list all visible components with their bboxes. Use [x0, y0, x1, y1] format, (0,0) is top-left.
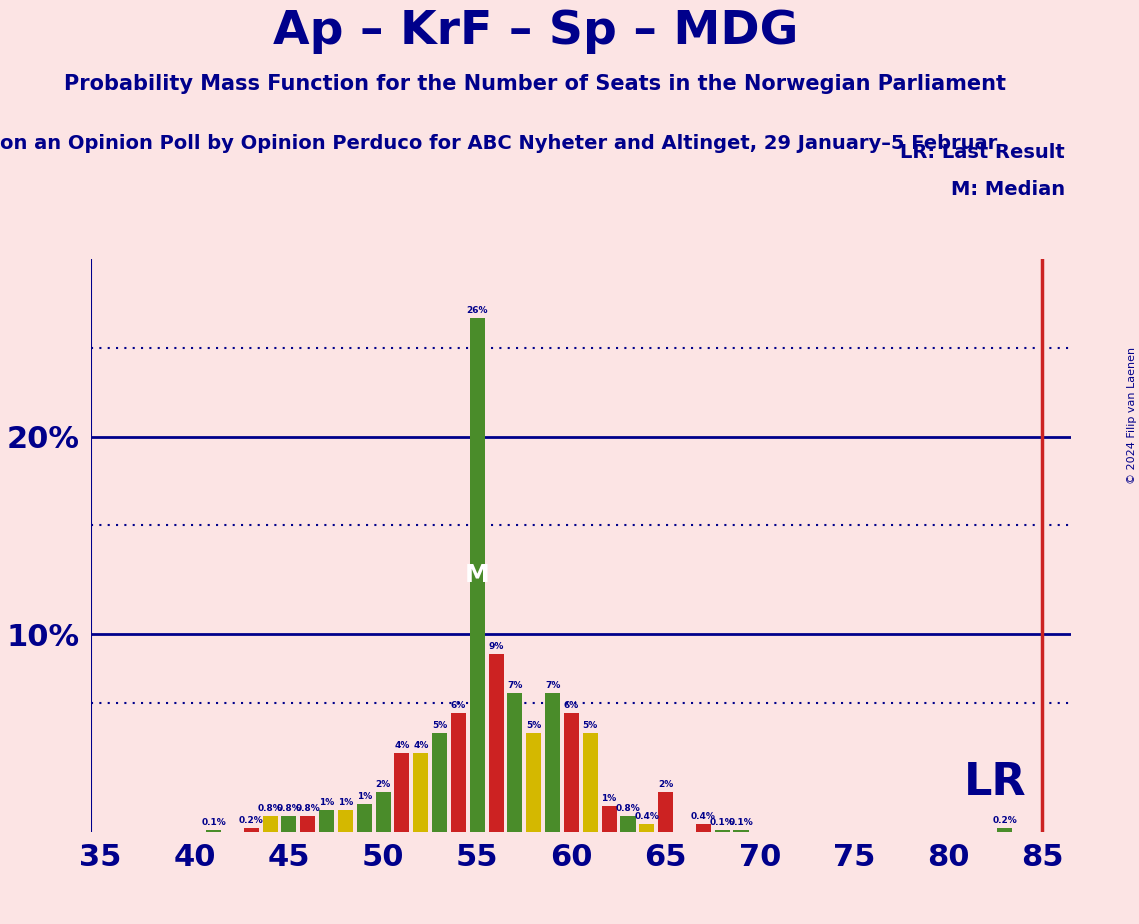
- Bar: [601, 806, 616, 832]
- Text: 0.1%: 0.1%: [729, 818, 753, 827]
- Text: 0.4%: 0.4%: [634, 812, 659, 821]
- Bar: [281, 816, 296, 832]
- Bar: [338, 809, 353, 832]
- Text: 7%: 7%: [507, 681, 523, 690]
- Text: 0.2%: 0.2%: [992, 816, 1017, 825]
- Bar: [394, 752, 409, 832]
- Bar: [639, 823, 654, 832]
- Bar: [507, 693, 523, 832]
- Text: 1%: 1%: [357, 792, 372, 801]
- Bar: [244, 828, 259, 832]
- Text: 6%: 6%: [564, 701, 579, 711]
- Text: 1%: 1%: [601, 794, 617, 803]
- Bar: [997, 828, 1013, 832]
- Bar: [564, 713, 579, 832]
- Bar: [621, 816, 636, 832]
- Text: 0.8%: 0.8%: [615, 804, 640, 813]
- Bar: [469, 318, 485, 832]
- Text: 1%: 1%: [338, 798, 353, 807]
- Bar: [301, 816, 316, 832]
- Bar: [734, 830, 748, 832]
- Text: on an Opinion Poll by Opinion Perduco for ABC Nyheter and Altinget, 29 January–5: on an Opinion Poll by Opinion Perduco fo…: [0, 134, 998, 153]
- Text: 5%: 5%: [583, 721, 598, 730]
- Bar: [357, 804, 371, 832]
- Bar: [206, 830, 221, 832]
- Bar: [714, 830, 730, 832]
- Text: 0.8%: 0.8%: [277, 804, 302, 813]
- Text: 0.8%: 0.8%: [257, 804, 282, 813]
- Text: 26%: 26%: [467, 306, 487, 315]
- Bar: [546, 693, 560, 832]
- Bar: [319, 809, 334, 832]
- Text: 5%: 5%: [526, 721, 541, 730]
- Bar: [583, 733, 598, 832]
- Bar: [696, 823, 711, 832]
- Bar: [451, 713, 466, 832]
- Text: © 2024 Filip van Laenen: © 2024 Filip van Laenen: [1126, 347, 1137, 484]
- Text: 6%: 6%: [451, 701, 466, 711]
- Bar: [413, 752, 428, 832]
- Bar: [376, 792, 391, 832]
- Bar: [658, 792, 673, 832]
- Text: Ap – KrF – Sp – MDG: Ap – KrF – Sp – MDG: [272, 9, 798, 55]
- Text: LR: LR: [964, 760, 1026, 804]
- Text: 4%: 4%: [394, 741, 410, 749]
- Bar: [432, 733, 448, 832]
- Text: 0.4%: 0.4%: [691, 812, 715, 821]
- Text: 5%: 5%: [432, 721, 448, 730]
- Bar: [262, 816, 278, 832]
- Text: 0.8%: 0.8%: [295, 804, 320, 813]
- Text: 1%: 1%: [319, 798, 334, 807]
- Text: 4%: 4%: [413, 741, 428, 749]
- Text: 0.1%: 0.1%: [202, 818, 226, 827]
- Text: 0.1%: 0.1%: [710, 818, 735, 827]
- Text: 7%: 7%: [544, 681, 560, 690]
- Bar: [526, 733, 541, 832]
- Text: LR: Last Result: LR: Last Result: [900, 143, 1065, 163]
- Bar: [489, 654, 503, 832]
- Text: M: M: [465, 563, 490, 587]
- Text: Probability Mass Function for the Number of Seats in the Norwegian Parliament: Probability Mass Function for the Number…: [64, 74, 1007, 94]
- Text: 9%: 9%: [489, 642, 503, 650]
- Text: 2%: 2%: [658, 780, 673, 789]
- Text: 2%: 2%: [376, 780, 391, 789]
- Text: 0.2%: 0.2%: [239, 816, 263, 825]
- Text: M: Median: M: Median: [951, 180, 1065, 200]
